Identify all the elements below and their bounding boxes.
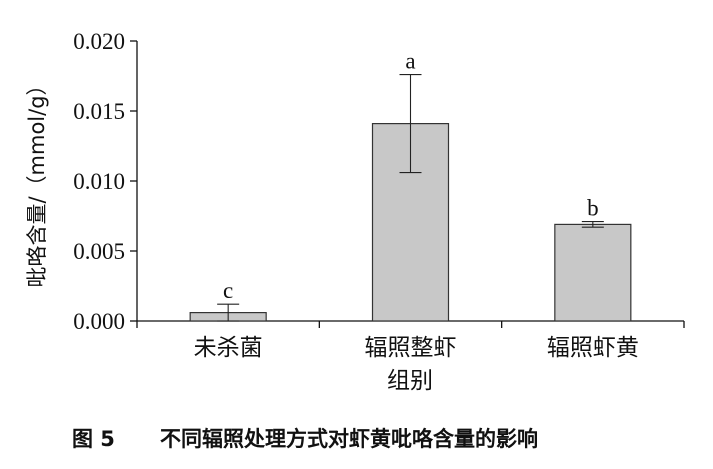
y-tick-label: 0.020 <box>73 29 125 54</box>
y-axis-label: 吡咯含量/（mmol/g） <box>25 74 49 287</box>
bar <box>554 223 632 322</box>
x-axis-label: 组别 <box>387 368 433 394</box>
significance-letter: b <box>587 196 599 221</box>
significance-letter: c <box>223 278 233 303</box>
y-tick-label: 0.010 <box>73 169 125 194</box>
y-tick-label: 0.015 <box>73 99 125 124</box>
category-label: 辐照整虾 <box>365 335 457 361</box>
significance-letter: a <box>405 49 415 74</box>
category-label: 辐照虾黄 <box>547 335 639 361</box>
labels: c 未杀菌 a 辐照整虾 b 辐照虾黄 <box>194 49 639 361</box>
error-bars <box>217 74 604 322</box>
y-tick-label: 0.000 <box>73 309 125 334</box>
figure-number: 图 5 <box>72 427 115 451</box>
figure-caption: 不同辐照处理方式对虾黄吡咯含量的影响 <box>160 427 538 451</box>
y-tick-label: 0.005 <box>73 239 125 264</box>
category-label: 未杀菌 <box>194 335 263 361</box>
axes: 0.000 0.005 0.010 0.015 0.020 <box>73 29 685 334</box>
